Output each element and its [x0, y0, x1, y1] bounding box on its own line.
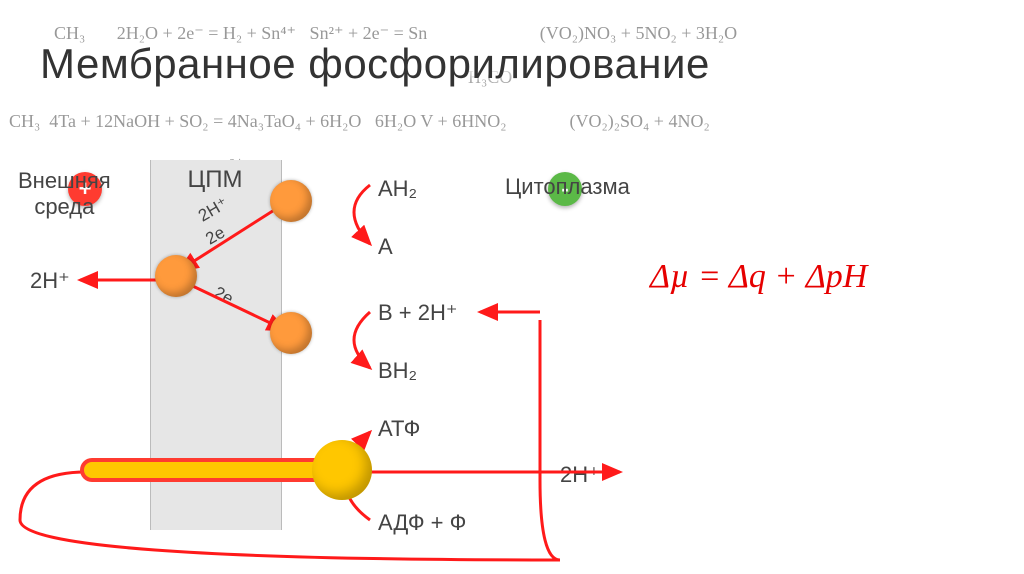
label-adp: АДФ + Ф — [378, 510, 466, 536]
label-atp: АТФ — [378, 416, 420, 442]
label-2h-left: 2H⁺ — [30, 268, 70, 294]
atp-synthase-tube-inner — [84, 462, 336, 478]
label-a: A — [378, 234, 393, 260]
page-title: Мембранное фосфорилирование — [40, 40, 710, 88]
carrier-bottom — [270, 312, 312, 354]
bg-line-2: CH₃ 4Ta + 12NaOH + SO₂ = 4Na₃TaO₄ + 6H₂O… — [9, 111, 710, 131]
label-external-env: Внешняя среда — [18, 168, 111, 220]
atp-synthase-knob — [312, 440, 372, 500]
label-2h-right: 2H⁺ — [560, 462, 600, 488]
label-b2h: B + 2H⁺ — [378, 300, 457, 326]
label-ah2: AH₂ — [378, 176, 417, 202]
carrier-top — [270, 180, 312, 222]
carrier-middle — [155, 255, 197, 297]
equation-delta-mu: Δµ = Δq + ΔpH — [650, 258, 867, 296]
membrane-label: ЦПМ — [150, 166, 280, 194]
label-external-env-text: Внешняя среда — [18, 168, 111, 219]
label-bh2: BH₂ — [378, 358, 417, 384]
label-cytoplasm: Цитоплазма — [505, 174, 630, 200]
